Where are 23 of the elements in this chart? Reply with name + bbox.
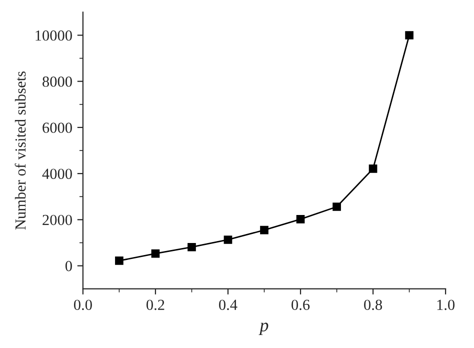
point — [188, 242, 196, 252]
point — [332, 202, 341, 211]
y-tick-label: 6000 — [42, 122, 72, 133]
point — [115, 256, 124, 265]
point — [368, 164, 378, 173]
x-tick-label: 0.2 — [146, 300, 164, 310]
y-tick-label: 0 — [65, 260, 72, 272]
y-tick-label: 4000 — [42, 168, 72, 180]
x-tick-label: 0.4 — [219, 300, 238, 310]
x-axis-title: p — [258, 322, 268, 336]
y-axis-title: Number of visited subsets — [14, 72, 26, 230]
x-tick-label: 0.6 — [292, 300, 310, 310]
point — [151, 249, 160, 258]
point — [405, 31, 414, 40]
point — [296, 215, 305, 224]
x-tick-label: 1.0 — [437, 300, 455, 310]
y-tick-label: 10000 — [36, 30, 72, 41]
point — [260, 226, 268, 234]
y-tick-label: 2000 — [42, 214, 72, 226]
point — [224, 236, 232, 244]
x-tick-label: 0.0 — [74, 300, 92, 310]
x-tick-label: 0.8 — [364, 300, 382, 310]
y-tick-label: 8000 — [42, 76, 72, 87]
